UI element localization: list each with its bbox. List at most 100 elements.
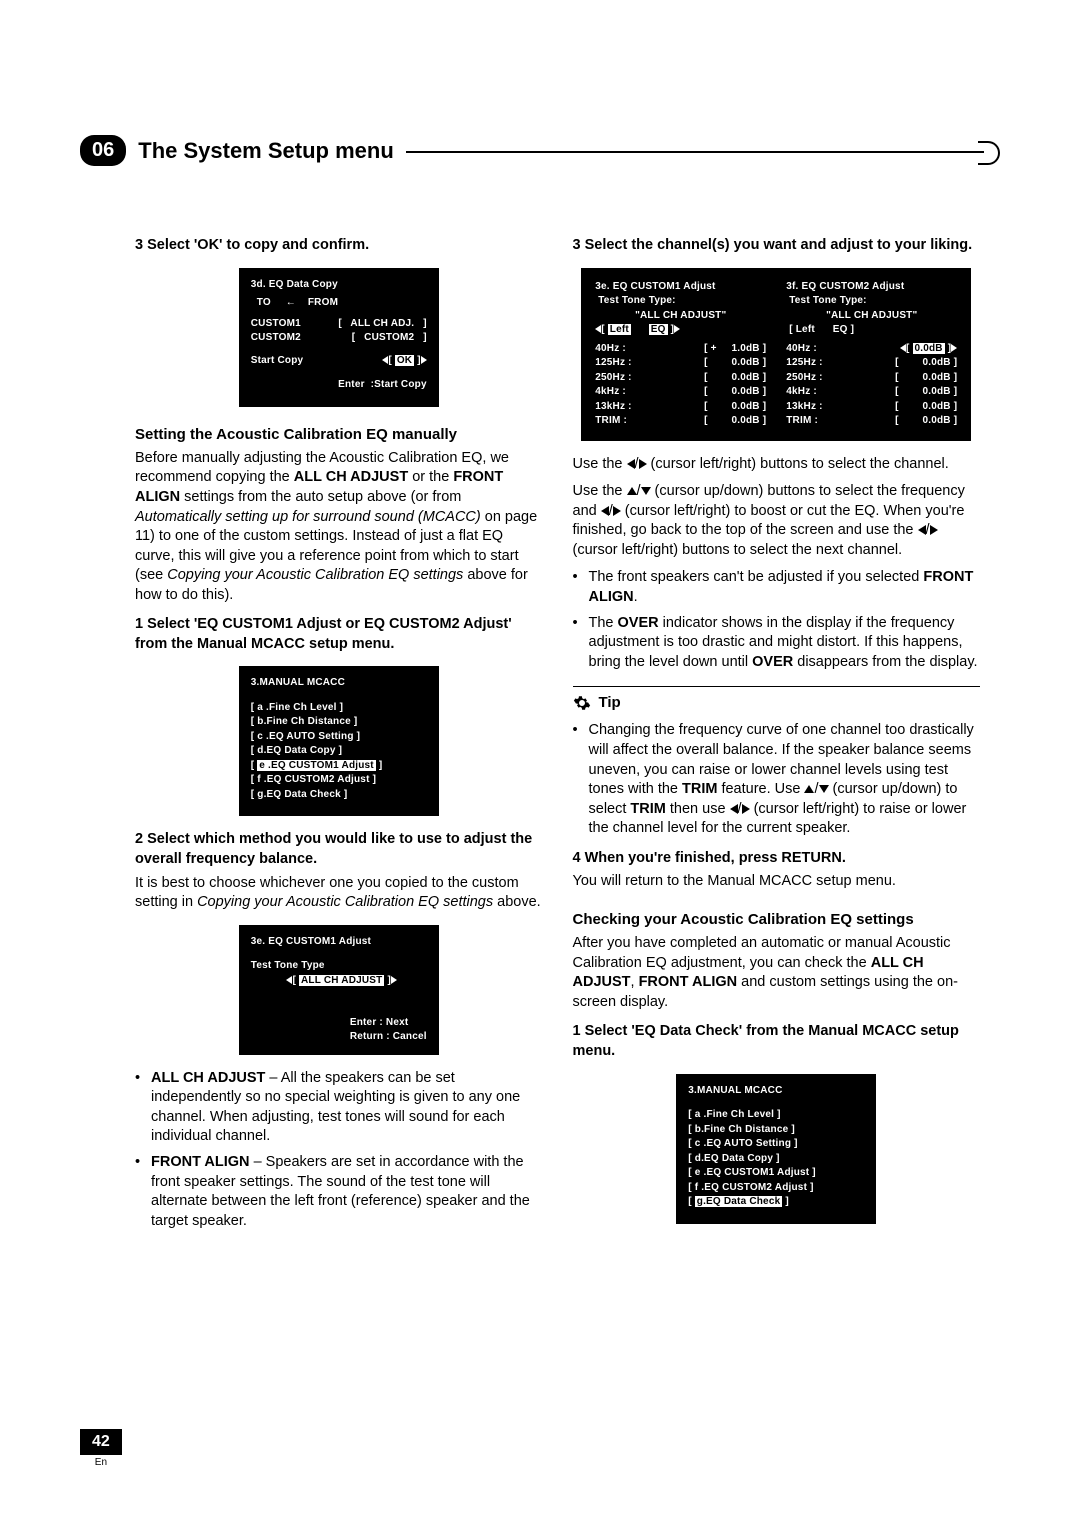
chapter-number-badge: 06 xyxy=(80,135,126,166)
tip-header: Tip xyxy=(573,686,981,713)
menu-item: [ g.EQ Data Check ] xyxy=(251,788,427,803)
screen-label: Test Tone Type: xyxy=(595,294,766,309)
screen-row: TO ← FROM xyxy=(251,296,427,311)
screen-title: 3.MANUAL MCACC xyxy=(251,676,427,691)
menu-item: [ c .EQ AUTO Setting ] xyxy=(688,1137,864,1152)
arrow-right-icon xyxy=(613,506,621,516)
menu-item: [ f .EQ CUSTOM2 Adjust ] xyxy=(688,1181,864,1196)
screen-row: Start Copy [ OK ] xyxy=(251,354,427,369)
screen-row: 250Hz :[ 0.0dB ] xyxy=(786,371,957,386)
menu-item: [ f .EQ CUSTOM2 Adjust ] xyxy=(251,773,427,788)
left-column: 3 Select 'OK' to copy and confirm. 3d. E… xyxy=(135,230,543,1388)
menu-item-selected: [ e .EQ CUSTOM1 Adjust ] xyxy=(251,759,427,774)
page-language: En xyxy=(80,1457,122,1468)
screen-row: 125Hz :[ 0.0dB ] xyxy=(786,356,957,371)
paragraph: Use the / (cursor left/right) buttons to… xyxy=(573,455,981,475)
arrow-left-icon xyxy=(900,344,906,352)
page-number: 42 xyxy=(80,1429,122,1455)
step-2-select-method: 2 Select which method you would like to … xyxy=(135,830,543,869)
screen-label: "ALL CH ADJUST" xyxy=(786,309,957,324)
menu-item: [ a .Fine Ch Level ] xyxy=(688,1108,864,1123)
bullet-list: Changing the frequency curve of one chan… xyxy=(573,721,981,838)
arrow-left-icon xyxy=(286,976,292,984)
chapter-title: The System Setup menu xyxy=(138,138,394,164)
arrow-down-icon xyxy=(819,785,829,793)
header-rule xyxy=(406,139,1000,163)
screen-row: CUSTOM1[ ALL CH ADJ. ] xyxy=(251,317,427,332)
screen-row: 125Hz :[ 0.0dB ] xyxy=(595,356,766,371)
tip-label: Tip xyxy=(599,693,621,713)
screen-title: 3e. EQ CUSTOM1 Adjust xyxy=(251,935,427,950)
page-footer: 42 En xyxy=(80,1429,122,1468)
arrow-right-icon xyxy=(639,459,647,469)
step-3-copy-confirm: 3 Select 'OK' to copy and confirm. xyxy=(135,236,543,256)
screen-row: TRIM :[ 0.0dB ] xyxy=(786,414,957,429)
step-1-select-eq-custom: 1 Select 'EQ CUSTOM1 Adjust or EQ CUSTOM… xyxy=(135,615,543,654)
arrow-up-icon xyxy=(804,785,814,793)
screen-row: 40Hz :[ + 1.0dB ] xyxy=(595,342,766,357)
menu-item: [ b.Fine Ch Distance ] xyxy=(688,1123,864,1138)
screen-eq-data-copy: 3d. EQ Data Copy TO ← FROM CUSTOM1[ ALL … xyxy=(239,268,439,407)
right-column: 3 Select the channel(s) you want and adj… xyxy=(573,230,981,1388)
menu-item: [ b.Fine Ch Distance ] xyxy=(251,715,427,730)
list-item: Changing the frequency curve of one chan… xyxy=(573,721,981,838)
paragraph: You will return to the Manual MCACC setu… xyxy=(573,872,981,892)
screen-title: 3f. EQ CUSTOM2 Adjust xyxy=(786,280,957,295)
arrow-left-icon xyxy=(601,506,609,516)
bullet-list: The front speakers can't be adjusted if … xyxy=(573,568,981,672)
paragraph: Use the / (cursor up/down) buttons to se… xyxy=(573,482,981,560)
screen-hint: Enter : Next xyxy=(350,1016,427,1031)
arrow-right-icon xyxy=(930,525,938,535)
menu-item: [ e .EQ CUSTOM1 Adjust ] xyxy=(688,1166,864,1181)
screen-label: Test Tone Type: xyxy=(786,294,957,309)
menu-item-selected: [ g.EQ Data Check ] xyxy=(688,1195,864,1210)
arrow-right-icon xyxy=(674,325,680,333)
menu-item: [ a .Fine Ch Level ] xyxy=(251,701,427,716)
arrow-left-icon xyxy=(595,325,601,333)
page-header: 06 The System Setup menu xyxy=(80,135,1000,166)
bullet-list: ALL CH ADJUST – All the speakers can be … xyxy=(135,1069,543,1232)
screen-label: "ALL CH ADJUST" xyxy=(595,309,766,324)
screen-manual-mcacc-2: 3.MANUAL MCACC [ a .Fine Ch Level ] [ b.… xyxy=(676,1074,876,1224)
arrow-left-icon xyxy=(382,356,388,364)
arrow-left-icon xyxy=(730,804,738,814)
screen-title: 3.MANUAL MCACC xyxy=(688,1084,864,1099)
screen-row: 250Hz :[ 0.0dB ] xyxy=(595,371,766,386)
screen-eq-custom1-adjust: 3e. EQ CUSTOM1 Adjust Test Tone Type [ A… xyxy=(239,925,439,1055)
menu-item: [ c .EQ AUTO Setting ] xyxy=(251,730,427,745)
arrow-down-icon xyxy=(641,487,651,495)
heading-check-eq: Checking your Acoustic Calibration EQ se… xyxy=(573,910,981,930)
menu-item: [ d.EQ Data Copy ] xyxy=(251,744,427,759)
screen-title: 3e. EQ CUSTOM1 Adjust xyxy=(595,280,766,295)
heading-manual-eq: Setting the Acoustic Calibration EQ manu… xyxy=(135,425,543,445)
paragraph: It is best to choose whichever one you c… xyxy=(135,874,543,913)
arrow-right-icon xyxy=(742,804,750,814)
step-4-press-return: 4 When you're finished, press RETURN. xyxy=(573,849,981,869)
menu-item: [ d.EQ Data Copy ] xyxy=(688,1152,864,1167)
arrow-up-icon xyxy=(627,487,637,495)
screen-row: 13kHz :[ 0.0dB ] xyxy=(595,400,766,415)
screen-row: [ Left EQ ] xyxy=(786,323,957,338)
step-1-eq-data-check: 1 Select 'EQ Data Check' from the Manual… xyxy=(573,1022,981,1061)
screen-row: 40Hz :[ 0.0dB ] xyxy=(786,342,957,357)
screen-row: Enter :Start Copy xyxy=(251,378,427,393)
screen-row: CUSTOM2[ CUSTOM2 ] xyxy=(251,331,427,346)
screen-manual-mcacc-1: 3.MANUAL MCACC [ a .Fine Ch Level ] [ b.… xyxy=(239,666,439,816)
screen-row: 4kHz :[ 0.0dB ] xyxy=(786,385,957,400)
content-columns: 3 Select 'OK' to copy and confirm. 3d. E… xyxy=(135,230,980,1388)
arrow-right-icon xyxy=(421,356,427,364)
list-item: The OVER indicator shows in the display … xyxy=(573,614,981,673)
screen-row: [ Left EQ ] xyxy=(595,323,766,338)
screen-right-half: 3f. EQ CUSTOM2 Adjust Test Tone Type: "A… xyxy=(780,276,963,433)
screen-title: 3d. EQ Data Copy xyxy=(251,278,427,293)
arrow-right-icon xyxy=(951,344,957,352)
arrow-left-icon xyxy=(918,525,926,535)
screen-eq-custom-adjust-pair: 3e. EQ CUSTOM1 Adjust Test Tone Type: "A… xyxy=(581,268,971,441)
paragraph: Before manually adjusting the Acoustic C… xyxy=(135,449,543,606)
screen-row: 13kHz :[ 0.0dB ] xyxy=(786,400,957,415)
arrow-right-icon xyxy=(391,976,397,984)
list-item: ALL CH ADJUST – All the speakers can be … xyxy=(135,1069,543,1147)
paragraph: After you have completed an automatic or… xyxy=(573,934,981,1012)
screen-row: TRIM :[ 0.0dB ] xyxy=(595,414,766,429)
screen-label: Test Tone Type xyxy=(251,959,427,974)
